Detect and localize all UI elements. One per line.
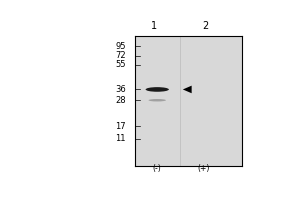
Ellipse shape: [148, 99, 166, 101]
Text: (+): (+): [197, 164, 210, 173]
Text: 11: 11: [115, 134, 126, 143]
Text: 72: 72: [115, 51, 126, 60]
Bar: [135, 36, 242, 166]
Text: 17: 17: [115, 122, 126, 131]
Text: 36: 36: [115, 85, 126, 94]
Text: 2: 2: [202, 21, 208, 31]
Text: 95: 95: [115, 42, 126, 51]
Text: 1: 1: [151, 21, 157, 31]
Text: 55: 55: [115, 60, 126, 69]
Text: 28: 28: [115, 96, 126, 105]
Polygon shape: [183, 86, 192, 93]
Text: (-): (-): [153, 164, 162, 173]
Ellipse shape: [146, 87, 169, 92]
